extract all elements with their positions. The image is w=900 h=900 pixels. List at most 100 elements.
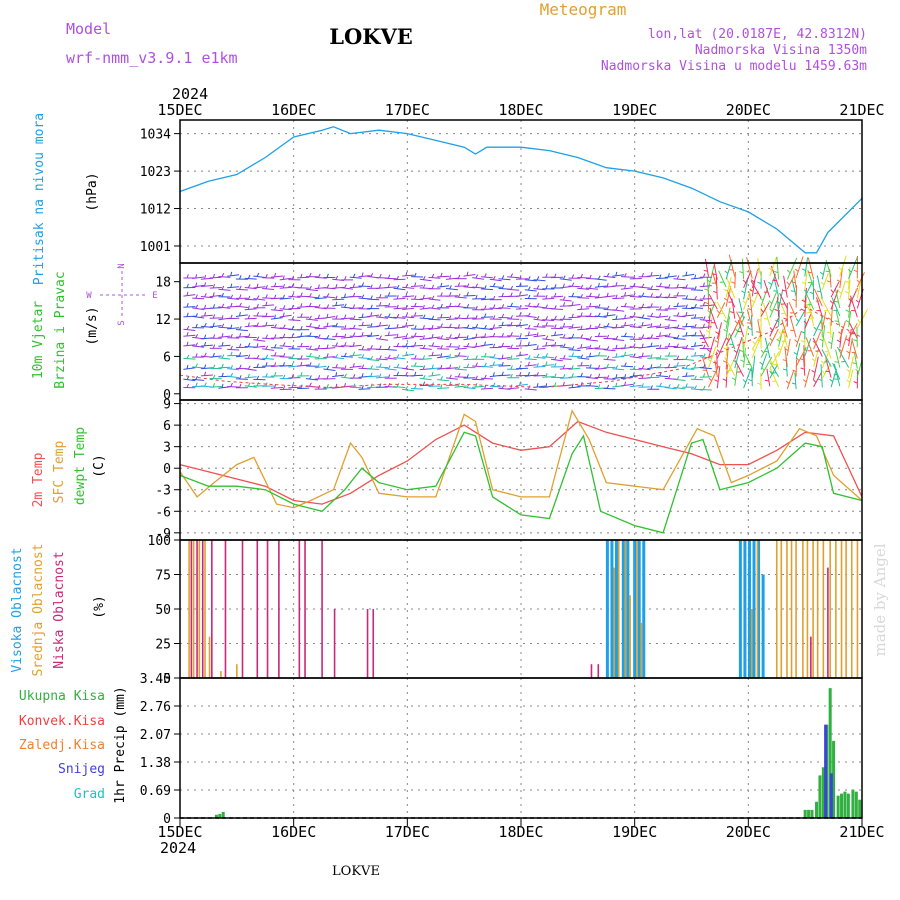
wind-barb	[594, 278, 607, 281]
wind-barb	[804, 368, 811, 388]
wind-barb-feather	[707, 310, 711, 314]
wind-barb-feather	[221, 315, 224, 320]
wind-barb	[410, 285, 424, 287]
wind-barb-feather	[527, 355, 531, 360]
wind-barb-feather	[309, 382, 312, 387]
precip-bar	[803, 809, 807, 818]
y-tick-label: 12	[155, 313, 171, 328]
wind-barb-feather	[204, 352, 207, 357]
wind-barb-feather	[475, 315, 478, 320]
wind-barb	[183, 344, 196, 347]
wind-barb	[428, 318, 441, 321]
wind-barb-feather	[239, 302, 242, 307]
wind-barb-feather	[265, 274, 268, 279]
wind-barb-feather	[527, 276, 531, 281]
wind-barb-feather	[457, 352, 461, 357]
wind-barb-feather	[824, 361, 829, 363]
wind-barb	[463, 286, 476, 289]
wind-barb-feather	[265, 284, 268, 290]
cloud-bar	[827, 567, 829, 678]
wind-barb-feather	[317, 294, 320, 299]
wind-barb-feather	[740, 359, 745, 363]
wind-barb	[690, 306, 704, 309]
wind-barb	[402, 345, 415, 348]
wind-barb-feather	[624, 351, 627, 356]
y-tick-label: 0	[163, 388, 171, 403]
wind-barb-feather	[710, 304, 715, 306]
wind-barb-feather	[759, 297, 764, 301]
wind-barb-feather	[484, 295, 487, 300]
wind-barb	[603, 295, 616, 298]
wind-barb	[235, 305, 248, 308]
wind-barb-feather	[774, 270, 779, 274]
wind-barb-feather	[748, 379, 753, 382]
cloud-bar	[775, 540, 778, 678]
wind-barb	[445, 367, 458, 370]
y-tick-label: 2.76	[140, 700, 171, 715]
wind-barb-feather	[212, 374, 216, 379]
wind-barb-feather	[492, 304, 496, 309]
wind-barb-feather	[405, 292, 408, 297]
wind-barb	[594, 348, 607, 350]
wind-barb-feather	[615, 315, 618, 320]
wind-barb-feather	[714, 379, 719, 383]
wind-barb-feather	[186, 325, 190, 330]
wind-barb-feather	[519, 334, 522, 339]
wind-barb-feather	[195, 375, 198, 380]
wind-barb	[480, 276, 493, 279]
wind-barb-feather	[300, 332, 303, 337]
wind-barb	[725, 307, 731, 329]
wind-barb-feather	[536, 345, 539, 350]
wind-barb	[524, 305, 537, 308]
wind-barb	[410, 315, 424, 317]
wind-barb	[227, 286, 240, 289]
wind-barb	[647, 337, 660, 340]
wind-barb	[428, 374, 441, 377]
wind-barb-feather	[361, 282, 365, 287]
wind-barb-feather	[589, 302, 592, 307]
cloud-bar	[204, 540, 206, 678]
wind-barb	[746, 256, 753, 279]
wind-barb-feather	[510, 285, 514, 290]
wind-barb	[533, 288, 546, 291]
cloud-bar	[208, 636, 211, 678]
wind-barb	[704, 258, 709, 277]
wind-barb	[288, 319, 301, 321]
wind-barb	[200, 285, 213, 287]
wind-barb-feather	[387, 303, 391, 308]
wind-barb-feather	[580, 361, 583, 366]
cloud-bar	[780, 540, 783, 678]
wind-barb-feather	[212, 314, 216, 319]
cloud-bar	[750, 609, 753, 678]
wind-barb-feather	[195, 334, 199, 339]
wind-barb	[751, 355, 756, 379]
wind-barb-feather	[615, 344, 618, 349]
wind-barb-feather	[676, 283, 679, 288]
wind-barb-feather	[492, 315, 496, 320]
wind-barb-feather	[571, 365, 574, 370]
wind-barb-feather	[722, 360, 727, 364]
wind-barb	[209, 294, 222, 298]
wind-barb-feather	[545, 373, 548, 378]
wind-barb	[699, 347, 712, 350]
cloud-bar	[256, 540, 259, 678]
wind-barb	[620, 276, 634, 278]
wind-barb	[235, 355, 248, 358]
wind-barb	[851, 339, 858, 359]
wind-barb	[786, 371, 794, 390]
wind-barb	[218, 326, 231, 329]
wind-barb-feather	[545, 353, 549, 358]
wind-barb-feather	[457, 382, 460, 388]
wind-barb	[568, 316, 581, 319]
wind-barb-feather	[650, 323, 653, 328]
wind-barb-feather	[212, 364, 216, 369]
wind-barb-feather	[256, 336, 260, 341]
series-line-pressure-0	[179, 126, 863, 254]
wind-barb-feather	[764, 379, 770, 382]
wind-barb	[323, 356, 336, 358]
wind-barb	[192, 366, 205, 369]
wind-barb-feather	[387, 354, 391, 359]
wind-barb	[839, 335, 848, 359]
wind-barb	[349, 286, 362, 289]
wind-barb-feather	[475, 362, 478, 367]
